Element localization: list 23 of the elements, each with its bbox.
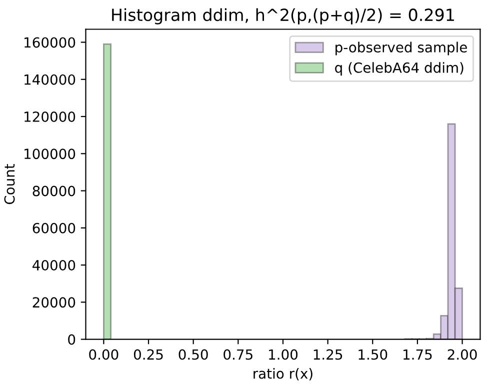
x-tick-label: 0.75 bbox=[224, 349, 252, 360]
y-tick-label: 60000 bbox=[32, 222, 76, 234]
x-tick-label: 2.00 bbox=[448, 349, 477, 360]
x-tick-label: 1.50 bbox=[358, 349, 388, 360]
y-tick-label: 20000 bbox=[32, 297, 76, 308]
x-tick-label: 0.25 bbox=[134, 349, 163, 360]
y-tick-label: 0 bbox=[68, 334, 76, 345]
y-tick-label: 80000 bbox=[32, 186, 76, 196]
chart-title: Histogram ddim, h^2(p,(p+q)/2) = 0.291 bbox=[112, 8, 454, 24]
y-tick-label: 100000 bbox=[24, 148, 76, 160]
x-tick-label: 1.75 bbox=[404, 349, 432, 360]
x-axis-title: ratio r(x) bbox=[254, 368, 312, 380]
y-tick-label: 160000 bbox=[24, 37, 76, 48]
x-tick-label: 1.25 bbox=[314, 349, 342, 360]
y-axis-title: Count bbox=[4, 164, 15, 204]
y-tick-label: 40000 bbox=[32, 260, 76, 271]
y-tick-label: 140000 bbox=[24, 74, 76, 85]
legend-label: q (CelebA64 ddim) bbox=[335, 62, 464, 76]
y-tick-label: 120000 bbox=[24, 111, 76, 122]
x-tick-label: 1.00 bbox=[269, 349, 298, 360]
x-tick-label: 0.50 bbox=[178, 349, 208, 360]
x-tick-label: 0.00 bbox=[89, 349, 118, 360]
legend-label: p-observed sample bbox=[336, 42, 467, 56]
